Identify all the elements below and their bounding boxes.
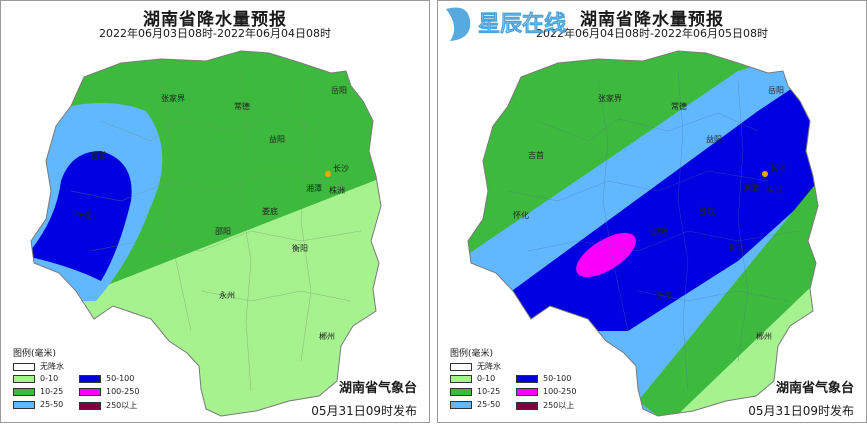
map-title: 湖南省降水量预报 (580, 10, 724, 30)
city-label: 株洲 (329, 185, 345, 195)
legend-item: 50-100 (79, 374, 134, 383)
legend-swatch (516, 387, 538, 396)
city-label: 娄底 (262, 206, 278, 216)
legend-item: 无降水 (13, 361, 64, 372)
legend-item: 25-50 (450, 400, 500, 409)
city-label: 岳阳 (331, 85, 347, 95)
city-label: 怀化 (76, 210, 92, 220)
city-label: 长沙 (770, 163, 786, 173)
city-label: 吉首 (528, 150, 544, 160)
legend-swatch (13, 400, 35, 409)
city-label: 张家界 (598, 93, 622, 103)
issue-time: 05月31日09时发布 (311, 404, 417, 418)
legend-item: 50-100 (516, 374, 571, 383)
city-label: 永州 (219, 290, 235, 300)
legend-item: 无降水 (450, 361, 501, 372)
legend-swatch (450, 387, 472, 396)
city-label: 岳阳 (768, 85, 784, 95)
city-label: 衡阳 (292, 243, 308, 253)
watermark-text: 星辰在线 (478, 11, 566, 37)
legend-item: 0-10 (13, 374, 58, 383)
city-label: 常德 (671, 101, 687, 111)
issuing-agency: 湖南省气象台 (338, 381, 417, 396)
legend: 图例(毫米) 无降水 0-10 10-25 25-50 50-100 100-2… (13, 349, 143, 413)
province-map: 张家界 常德 岳阳 吉首 益阳 长沙 湘潭 株洲 怀化 娄底 邵阳 衡阳 永州 … (30, 50, 382, 417)
city-label: 常德 (234, 101, 250, 111)
forecast-map-panel-2: 湖南省降水量预报 2022年06月04日08时-2022年06月05日08时 (437, 0, 867, 423)
city-label: 郴州 (756, 332, 772, 341)
legend-item: 10-25 (450, 387, 500, 396)
legend-title: 图例(毫米) (450, 349, 494, 359)
legend-item: 100-250 (79, 387, 139, 396)
city-label: 娄底 (699, 206, 715, 216)
issuing-agency: 湖南省气象台 (775, 381, 854, 396)
city-label: 邵阳 (652, 227, 668, 236)
city-label: 吉首 (91, 150, 107, 160)
legend-swatch (516, 374, 538, 383)
legend-item: 250以上 (516, 400, 574, 411)
legend-swatch (516, 401, 538, 410)
city-label: 怀化 (513, 210, 529, 220)
issue-time: 05月31日09时发布 (748, 404, 854, 418)
legend-swatch (13, 387, 35, 396)
legend-item: 100-250 (516, 387, 576, 396)
city-label: 永州 (656, 290, 672, 300)
watermark-logo: 星辰在线 (446, 7, 566, 41)
city-label: 益阳 (706, 134, 722, 144)
legend-item: 25-50 (13, 400, 63, 409)
legend-item: 250以上 (79, 400, 137, 411)
map-subtitle: 2022年06月03日08时-2022年06月04日08时 (99, 27, 331, 40)
city-label: 益阳 (269, 134, 285, 144)
city-label: 郴州 (319, 332, 335, 341)
legend-item: 10-25 (13, 387, 63, 396)
legend-title: 图例(毫米) (13, 349, 57, 359)
legend-swatch (450, 400, 472, 409)
map-title: 湖南省降水量预报 (143, 10, 287, 30)
legend-item: 0-10 (450, 374, 495, 383)
province-map: 张家界 常德 岳阳 吉首 益阳 长沙 湘潭 株洲 怀化 娄底 邵阳 衡阳 永州 … (467, 50, 819, 417)
legend-swatch (79, 374, 101, 383)
legend-swatch (13, 362, 35, 371)
forecast-map-panel-1: 湖南省降水量预报 2022年06月03日08时-2022年06月04日08时 张… (0, 0, 430, 423)
city-label: 湘潭 (306, 183, 322, 193)
city-label: 株洲 (766, 185, 782, 195)
city-label: 湘潭 (743, 183, 759, 193)
legend-swatch (450, 362, 472, 371)
city-label: 衡阳 (729, 243, 745, 253)
legend-swatch (450, 374, 472, 383)
legend-swatch (79, 387, 101, 396)
legend-swatch (79, 401, 101, 410)
city-label: 张家界 (161, 93, 185, 103)
city-label: 邵阳 (215, 227, 231, 236)
capital-marker (325, 171, 331, 177)
legend: 图例(毫米) 无降水 0-10 10-25 25-50 50-100 100-2… (450, 349, 580, 413)
capital-marker (762, 171, 768, 177)
city-label: 长沙 (333, 163, 349, 173)
map-subtitle: 2022年06月04日08时-2022年06月05日08时 (536, 27, 768, 40)
legend-swatch (13, 374, 35, 383)
